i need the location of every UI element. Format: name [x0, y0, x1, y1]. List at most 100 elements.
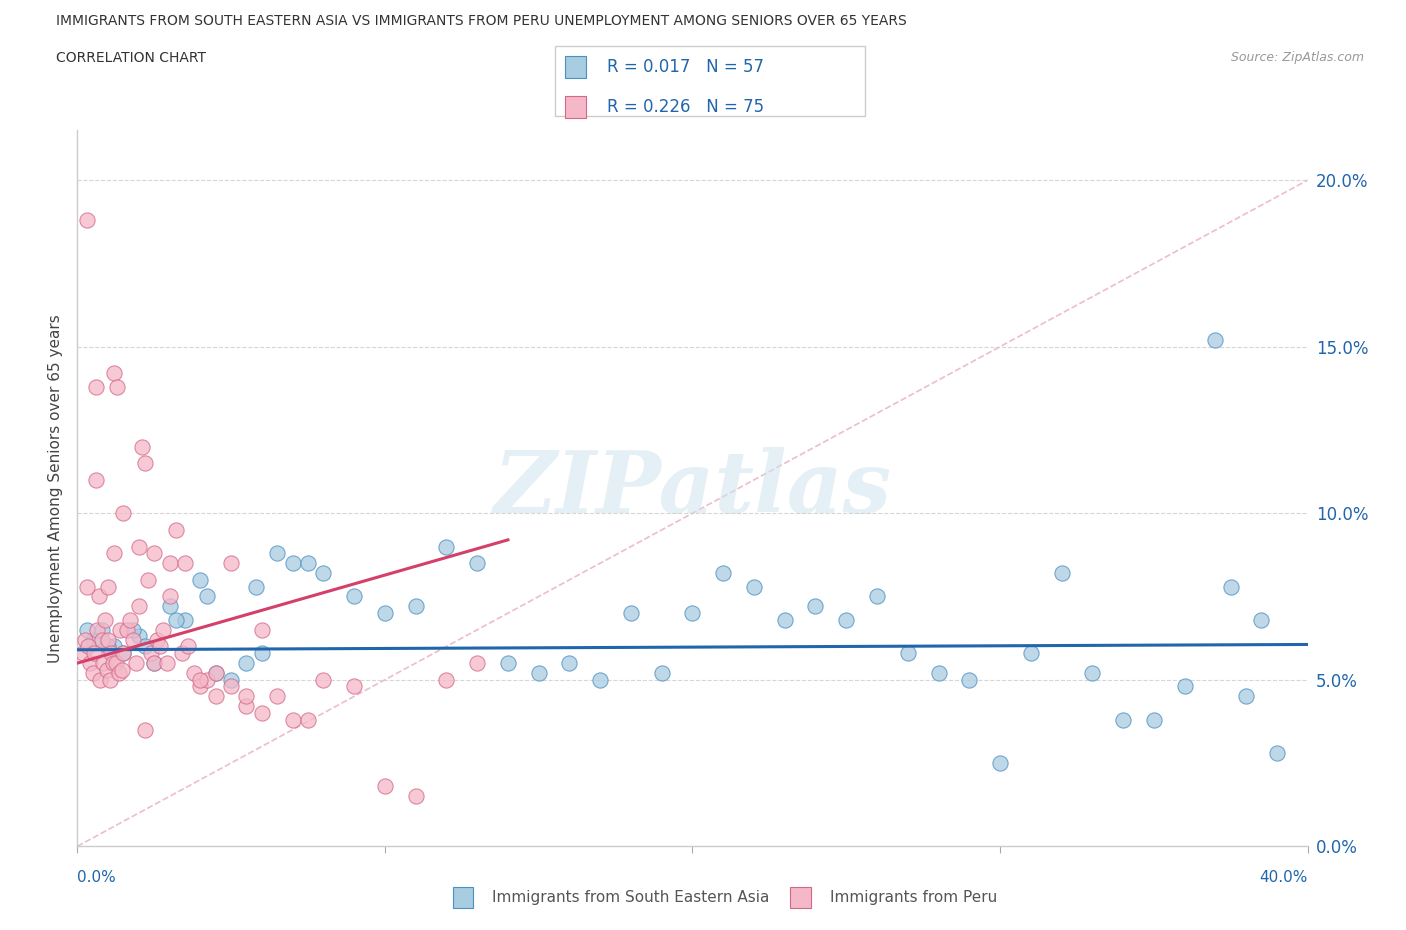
Point — [1250, 612, 1272, 627]
Point — [235, 689, 257, 704]
Point — [527, 666, 550, 681]
Point — [1081, 666, 1104, 681]
Point — [134, 723, 156, 737]
Point — [773, 612, 796, 627]
Point — [235, 699, 257, 714]
Point — [152, 622, 174, 637]
Point — [103, 546, 125, 561]
Point — [651, 666, 673, 681]
Text: Source: ZipAtlas.com: Source: ZipAtlas.com — [1230, 51, 1364, 64]
Point — [128, 629, 150, 644]
Point — [143, 656, 166, 671]
Point — [82, 666, 104, 681]
Point — [165, 612, 187, 627]
Point — [90, 632, 114, 647]
Point — [128, 539, 150, 554]
Point — [297, 712, 319, 727]
Point — [76, 622, 98, 637]
Point — [620, 605, 643, 620]
Point — [219, 672, 242, 687]
Point — [84, 472, 107, 487]
Point — [76, 579, 98, 594]
Point — [143, 546, 166, 561]
Point — [134, 639, 156, 654]
Point — [90, 622, 114, 637]
Point — [1234, 689, 1257, 704]
Point — [928, 666, 950, 681]
Point — [405, 789, 427, 804]
Point — [104, 656, 127, 671]
Point — [83, 645, 105, 660]
Text: 40.0%: 40.0% — [1260, 870, 1308, 884]
Point — [312, 565, 335, 580]
Point — [374, 779, 396, 794]
Point — [266, 689, 288, 704]
Point — [93, 656, 115, 671]
Point — [97, 632, 120, 647]
Point — [174, 612, 197, 627]
Point — [89, 672, 111, 687]
Point — [112, 506, 135, 521]
Text: IMMIGRANTS FROM SOUTH EASTERN ASIA VS IMMIGRANTS FROM PERU UNEMPLOYMENT AMONG SE: IMMIGRANTS FROM SOUTH EASTERN ASIA VS IM… — [56, 14, 907, 28]
Point — [87, 589, 110, 604]
Point — [72, 645, 94, 660]
Point — [250, 706, 273, 721]
Point — [121, 632, 143, 647]
Point — [77, 639, 100, 654]
Point — [82, 632, 104, 647]
Point — [98, 672, 121, 687]
Point — [1050, 565, 1073, 580]
Point — [146, 632, 169, 647]
Point — [165, 523, 187, 538]
Point — [94, 612, 117, 627]
Text: 0.0%: 0.0% — [77, 870, 117, 884]
Point — [343, 679, 366, 694]
Point — [250, 622, 273, 637]
Point — [159, 589, 181, 604]
Point — [188, 572, 212, 587]
Point — [112, 645, 135, 660]
Point — [155, 656, 177, 671]
Point — [312, 672, 335, 687]
Point — [100, 645, 122, 660]
Point — [711, 565, 734, 580]
Point — [103, 365, 125, 380]
Point — [86, 622, 108, 637]
Point — [112, 645, 135, 660]
Point — [97, 579, 120, 594]
Point — [204, 666, 226, 681]
Point — [118, 612, 141, 627]
Point — [128, 599, 150, 614]
Point — [195, 589, 218, 604]
Text: R = 0.226   N = 75: R = 0.226 N = 75 — [607, 98, 765, 116]
Point — [1019, 645, 1042, 660]
Point — [204, 689, 226, 704]
Point — [108, 666, 131, 681]
Point — [149, 639, 172, 654]
Point — [496, 656, 519, 671]
Point — [250, 645, 273, 660]
Point — [115, 622, 138, 637]
Text: CORRELATION CHART: CORRELATION CHART — [56, 51, 207, 65]
Point — [988, 755, 1011, 770]
Point — [897, 645, 920, 660]
Point — [73, 632, 96, 647]
Point — [96, 662, 118, 677]
Point — [436, 539, 458, 554]
Point — [1219, 579, 1241, 594]
Point — [405, 599, 427, 614]
Y-axis label: Unemployment Among Seniors over 65 years: Unemployment Among Seniors over 65 years — [48, 314, 63, 663]
Point — [188, 679, 212, 694]
Text: Immigrants from Peru: Immigrants from Peru — [830, 890, 997, 905]
Point — [141, 645, 163, 660]
Point — [76, 213, 98, 228]
Point — [682, 605, 704, 620]
Point — [465, 656, 488, 671]
Point — [111, 662, 134, 677]
Point — [245, 579, 267, 594]
Point — [866, 589, 889, 604]
Point — [281, 556, 304, 571]
Text: R = 0.017   N = 57: R = 0.017 N = 57 — [607, 58, 765, 76]
Point — [125, 656, 148, 671]
Point — [97, 639, 120, 654]
